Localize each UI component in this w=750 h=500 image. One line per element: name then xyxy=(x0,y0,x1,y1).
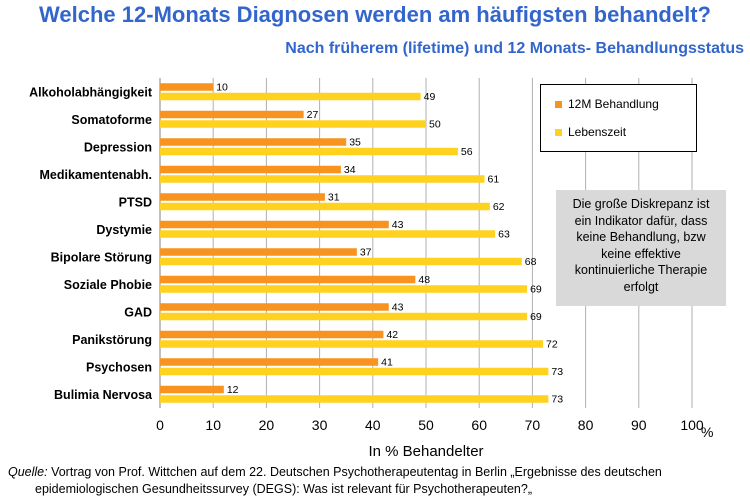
bar-value-label: 12 xyxy=(227,384,239,396)
category-label: PTSD xyxy=(119,195,152,209)
category-label: Alkoholabhängigkeit xyxy=(29,85,153,99)
bar xyxy=(160,175,485,183)
bar xyxy=(160,358,379,366)
bar-value-label: 61 xyxy=(488,173,500,185)
annotation-box: Die große Diskrepanz ist ein Indikator d… xyxy=(556,190,726,306)
category-label: Soziale Phobie xyxy=(64,278,152,292)
annotation-line: Die große Diskrepanz ist xyxy=(572,197,710,211)
bar-value-label: 50 xyxy=(429,118,441,130)
annotation-line: keine Behandlung, bzw xyxy=(576,230,706,244)
x-tick-label: 90 xyxy=(631,417,647,433)
bar xyxy=(160,275,416,284)
category-label: Panikstörung xyxy=(72,333,152,347)
x-tick-label: 70 xyxy=(525,417,541,433)
source-line-2: epidemiologischen Gesundheitssurvey (DEG… xyxy=(35,482,532,496)
bar xyxy=(160,120,426,128)
bar xyxy=(160,330,384,339)
legend-swatch-12m xyxy=(555,101,562,109)
bar-value-label: 42 xyxy=(386,329,398,341)
bar xyxy=(160,202,490,211)
bar xyxy=(160,83,214,91)
category-label: GAD xyxy=(124,305,152,319)
bar xyxy=(160,340,544,348)
x-tick-label: 60 xyxy=(471,417,487,433)
category-label: Somatoforme xyxy=(71,113,152,127)
bar-value-label: 31 xyxy=(328,191,340,203)
source-label: Quelle: xyxy=(8,465,48,479)
page-title: Welche 12-Monats Diagnosen werden am häu… xyxy=(39,2,711,27)
bar xyxy=(160,285,528,293)
category-label: Medikamentenabh. xyxy=(39,168,152,182)
legend-label-12m: 12M Behandlung xyxy=(568,97,659,111)
bar xyxy=(160,257,522,266)
annotation-line: kontinuierliche Therapie xyxy=(574,263,708,277)
chart-legend: 12M Behandlung Lebenszeit xyxy=(540,84,697,152)
page-subtitle: Nach früherem (lifetime) und 12 Monats- … xyxy=(285,40,744,57)
bar-value-label: 63 xyxy=(498,228,510,240)
x-tick-label: 80 xyxy=(578,417,594,433)
annotation-line: ein Indikator dafür, dass xyxy=(574,213,708,228)
bar-value-label: 43 xyxy=(392,301,404,313)
bar xyxy=(160,110,304,119)
legend-item-12m: 12M Behandlung xyxy=(555,97,659,111)
x-tick-label: 10 xyxy=(205,417,221,433)
category-label: Psychosen xyxy=(86,360,152,374)
legend-swatch-lifetime xyxy=(555,129,562,137)
legend-label-lifetime: Lebenszeit xyxy=(568,125,627,139)
bar-value-label: 73 xyxy=(551,393,563,405)
bar xyxy=(160,138,347,146)
bar-value-label: 35 xyxy=(349,136,361,148)
legend-item-lifetime: Lebenszeit xyxy=(555,125,626,139)
bar xyxy=(160,367,549,376)
x-tick-label: 0 xyxy=(156,417,164,433)
bar-value-label: 69 xyxy=(530,283,542,295)
bar xyxy=(160,385,224,394)
bar xyxy=(160,193,325,201)
bar-value-label: 43 xyxy=(392,219,404,231)
annotation-line: keine effektive xyxy=(601,246,681,261)
x-axis-title: In % Behandelter xyxy=(368,443,483,460)
source-line-1: Vortrag von Prof. Wittchen auf dem 22. D… xyxy=(47,465,662,479)
bar-value-label: 48 xyxy=(418,274,430,286)
bar-value-label: 27 xyxy=(307,109,319,121)
bar-value-label: 37 xyxy=(360,246,372,258)
x-axis-unit: % xyxy=(701,424,713,440)
bar-value-label: 41 xyxy=(381,356,393,368)
bar-value-label: 10 xyxy=(216,81,228,93)
bar xyxy=(160,92,421,101)
bar-value-label: 56 xyxy=(461,146,473,158)
x-tick-label: 50 xyxy=(418,417,434,433)
bar xyxy=(160,395,549,403)
annotation-line: erfolgt xyxy=(623,279,659,294)
x-tick-label: 30 xyxy=(312,417,328,433)
x-tick-label: 40 xyxy=(365,417,381,433)
category-label: Dystymie xyxy=(96,223,152,237)
bar xyxy=(160,230,496,238)
category-label: Bulimia Nervosa xyxy=(54,388,153,402)
bar xyxy=(160,220,389,229)
bar-value-label: 34 xyxy=(344,164,356,176)
bar xyxy=(160,147,458,156)
category-label: Bipolare Störung xyxy=(51,250,152,264)
category-label: Depression xyxy=(84,140,152,154)
source-citation: Quelle: Vortrag von Prof. Wittchen auf d… xyxy=(8,464,662,498)
x-tick-label: 20 xyxy=(259,417,275,433)
bar-value-label: 68 xyxy=(525,256,537,268)
x-tick-label: 100 xyxy=(680,417,704,433)
bar xyxy=(160,312,528,321)
bar xyxy=(160,303,389,311)
bar-value-label: 49 xyxy=(424,91,436,103)
bar-value-label: 62 xyxy=(493,201,505,213)
bar xyxy=(160,165,341,174)
bar xyxy=(160,248,357,256)
bar-value-label: 73 xyxy=(551,366,563,378)
bar-value-label: 72 xyxy=(546,338,558,350)
bar-value-label: 69 xyxy=(530,311,542,323)
